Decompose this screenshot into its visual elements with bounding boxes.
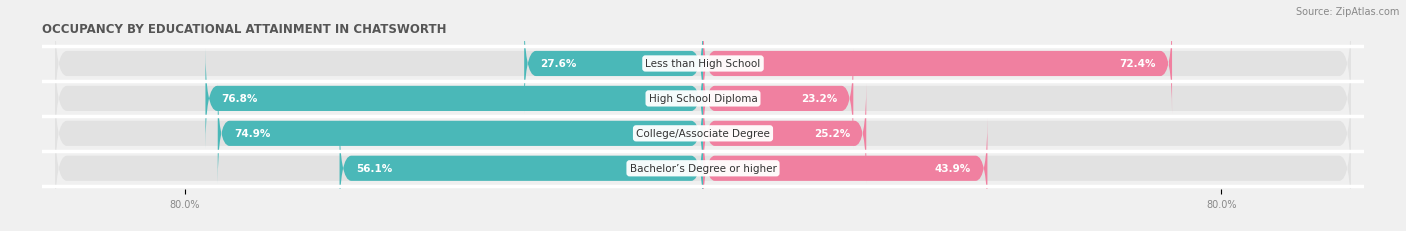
FancyBboxPatch shape bbox=[703, 14, 1173, 114]
Text: OCCUPANCY BY EDUCATIONAL ATTAINMENT IN CHATSWORTH: OCCUPANCY BY EDUCATIONAL ATTAINMENT IN C… bbox=[42, 23, 447, 36]
FancyBboxPatch shape bbox=[218, 84, 703, 184]
Text: 56.1%: 56.1% bbox=[356, 164, 392, 173]
Text: 76.8%: 76.8% bbox=[222, 94, 259, 104]
FancyBboxPatch shape bbox=[55, 84, 1351, 184]
Text: 25.2%: 25.2% bbox=[814, 129, 851, 139]
Text: Bachelor’s Degree or higher: Bachelor’s Degree or higher bbox=[630, 164, 776, 173]
Text: College/Associate Degree: College/Associate Degree bbox=[636, 129, 770, 139]
FancyBboxPatch shape bbox=[703, 84, 866, 184]
FancyBboxPatch shape bbox=[339, 119, 703, 219]
Text: Source: ZipAtlas.com: Source: ZipAtlas.com bbox=[1295, 7, 1399, 17]
Text: Less than High School: Less than High School bbox=[645, 59, 761, 69]
FancyBboxPatch shape bbox=[55, 119, 1351, 219]
Text: 23.2%: 23.2% bbox=[801, 94, 837, 104]
FancyBboxPatch shape bbox=[55, 14, 1351, 114]
FancyBboxPatch shape bbox=[55, 49, 1351, 149]
Text: 43.9%: 43.9% bbox=[935, 164, 972, 173]
FancyBboxPatch shape bbox=[524, 14, 703, 114]
Text: 74.9%: 74.9% bbox=[233, 129, 270, 139]
Text: High School Diploma: High School Diploma bbox=[648, 94, 758, 104]
FancyBboxPatch shape bbox=[205, 49, 703, 149]
FancyBboxPatch shape bbox=[703, 119, 987, 219]
FancyBboxPatch shape bbox=[703, 49, 853, 149]
Text: 72.4%: 72.4% bbox=[1119, 59, 1156, 69]
Text: 27.6%: 27.6% bbox=[540, 59, 576, 69]
